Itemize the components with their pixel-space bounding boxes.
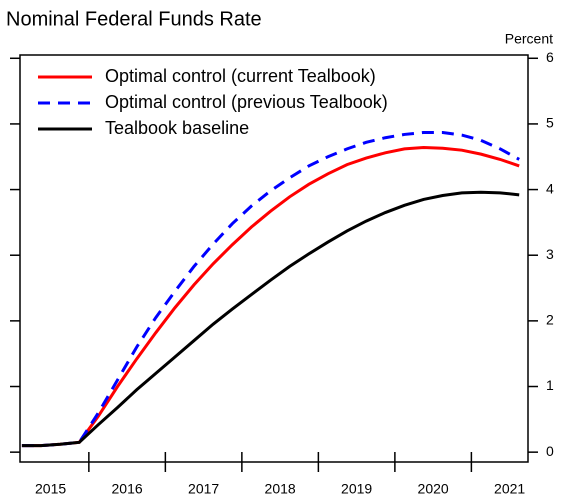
x-tick-label: 2017 xyxy=(188,481,219,497)
y-tick-label: 0 xyxy=(546,443,554,459)
x-tick-label: 2020 xyxy=(418,481,449,497)
y-tick-label: 2 xyxy=(546,312,554,328)
x-tick-label: 2015 xyxy=(35,481,66,497)
legend-label: Tealbook baseline xyxy=(105,118,249,138)
chart-title: Nominal Federal Funds Rate xyxy=(6,8,262,30)
x-tick-label: 2018 xyxy=(265,481,296,497)
y-tick-label: 1 xyxy=(546,377,554,393)
x-tick-label: 2019 xyxy=(341,481,372,497)
plot-frame xyxy=(19,54,529,463)
y-tick-label: 5 xyxy=(546,115,554,131)
y-tick-label: 3 xyxy=(546,246,554,262)
series-line xyxy=(21,146,520,448)
legend-label: Optimal control (current Tealbook) xyxy=(105,66,376,86)
y-tick-label: 6 xyxy=(546,49,554,65)
x-tick-label: 2021 xyxy=(494,481,525,497)
y-tick-label: 4 xyxy=(546,180,554,196)
series-line xyxy=(21,190,520,448)
x-tick-label: 2016 xyxy=(112,481,143,497)
y-axis-label: Percent xyxy=(505,31,553,47)
series-line xyxy=(21,130,520,448)
legend-label: Optimal control (previous Tealbook) xyxy=(105,92,388,112)
